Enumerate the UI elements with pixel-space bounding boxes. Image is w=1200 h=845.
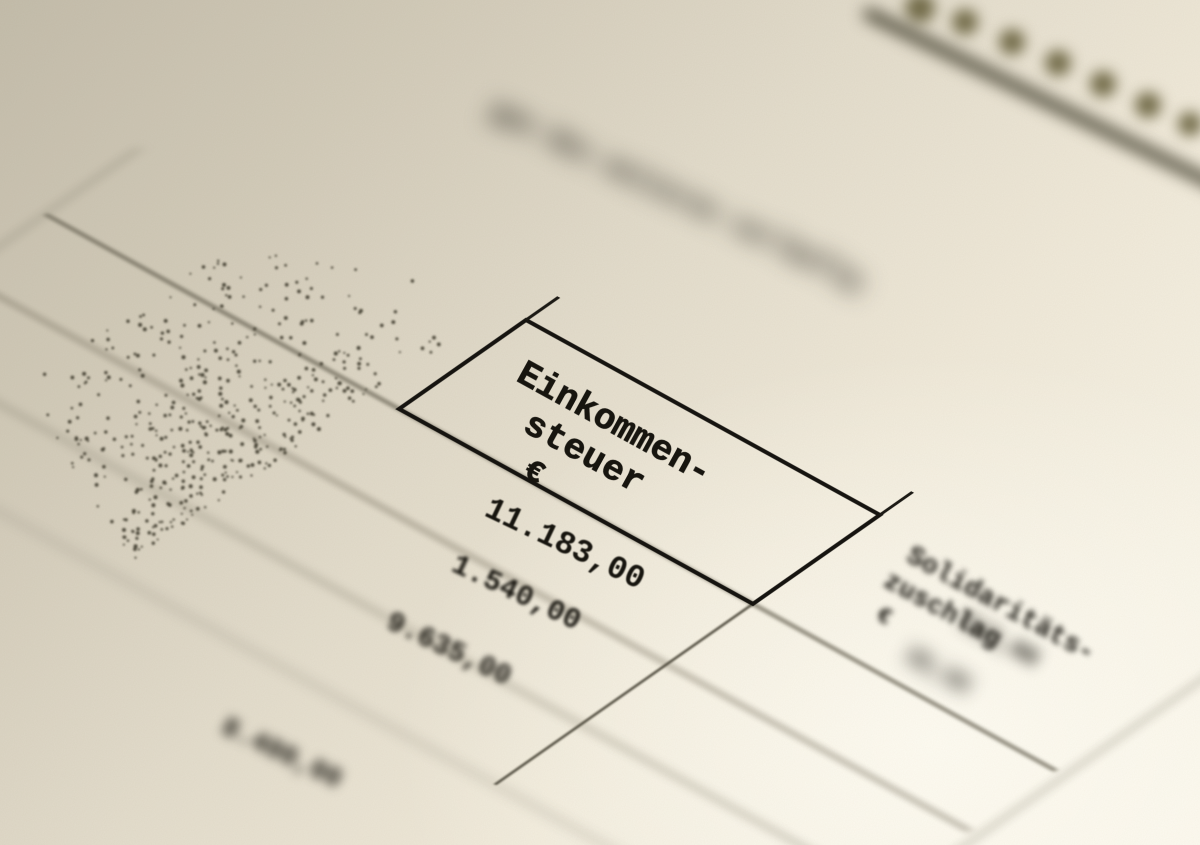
svg-text:gen des weiteren vorläufig.: gen des weiteren vorläufig.: [485, 96, 879, 303]
svg-text:9.635,00: 9.635,00: [381, 607, 516, 693]
svg-text:€: €: [872, 602, 897, 632]
svg-text:€: €: [517, 453, 550, 493]
svg-text:8.400,00: 8.400,00: [216, 713, 346, 796]
